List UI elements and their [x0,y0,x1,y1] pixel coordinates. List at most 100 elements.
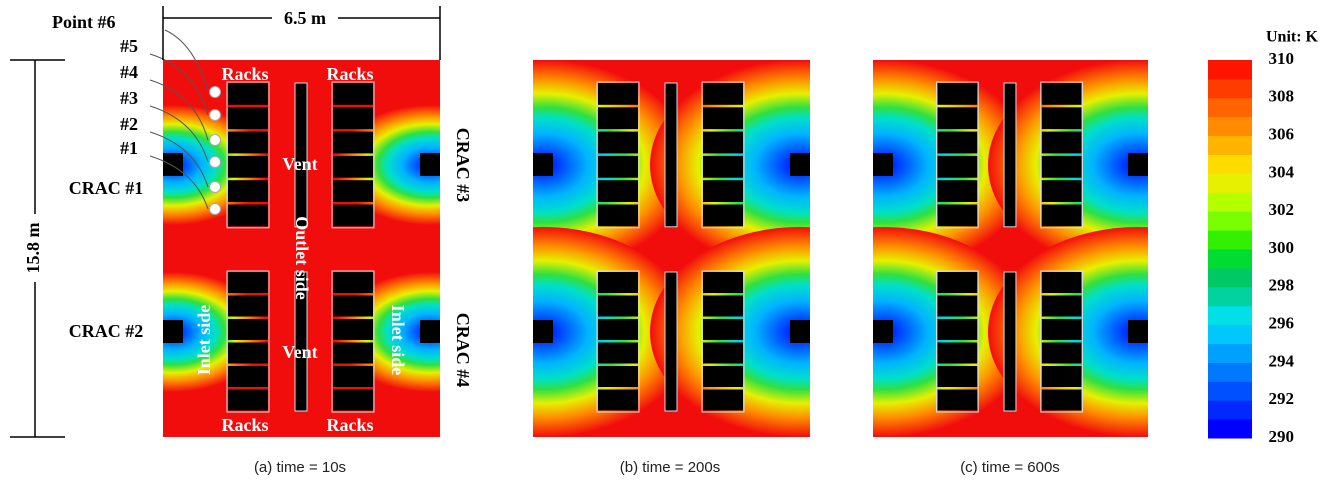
rack [228,272,268,293]
rack [598,319,638,340]
rack [228,180,268,202]
rack-outline [701,270,745,413]
vent [294,271,308,412]
rack [937,366,978,387]
rack-outline [331,81,375,229]
crac [873,153,893,176]
crac [533,153,553,176]
crac [1128,320,1148,343]
annotation: Racks [221,415,268,435]
rack [1041,272,1082,293]
rack [333,131,373,154]
rack [333,180,373,202]
annotation: Inlet side [194,305,214,376]
rack [228,389,268,411]
rack [228,342,268,364]
colorbar-tick-label: 296 [1269,314,1295,333]
annotation: Vent [282,154,317,174]
rack [703,295,743,317]
colorbar-tick-label: 306 [1269,125,1295,144]
rack [703,83,743,105]
rack [598,155,638,178]
rack [1041,319,1082,340]
crac [790,320,810,343]
rack-outline [596,270,640,413]
rack [703,319,743,340]
rack [1041,342,1082,364]
rack [598,107,638,130]
annotation: Racks [221,64,268,84]
colorbar-band [1208,400,1252,420]
crac [790,153,810,176]
rack [228,83,268,105]
rack [333,204,373,227]
rack [228,204,268,227]
annotation: 15.8 m [23,223,43,274]
rack-outline [331,270,375,413]
leader-line [149,155,209,210]
rack [937,180,978,202]
rack-outline [596,81,640,229]
rack [1041,131,1082,154]
leader-line [164,29,209,93]
colorbar-tick-label: 298 [1269,276,1295,295]
colorbar-band [1208,116,1252,137]
caption: (b) time = 200s [620,459,720,476]
caption: (c) time = 600s [960,459,1060,476]
leader-line [149,53,209,116]
colorbar-tick-label: 300 [1269,238,1295,257]
rack [703,272,743,293]
rack [333,342,373,364]
annotation: #1 [120,138,138,158]
rack [937,295,978,317]
leader-line [149,105,209,163]
annotation: Outlet side [292,216,312,300]
label-bg [24,214,46,282]
annotation: CRAC #1 [69,178,144,198]
colorbar-band [1208,78,1252,99]
colorbar-band [1208,324,1252,344]
vent [664,271,678,412]
rack [333,83,373,105]
measure-point [209,203,221,215]
rack [598,389,638,411]
rack [937,131,978,154]
rack [228,131,268,154]
label-bg [272,8,338,30]
crac [163,153,183,176]
rack [937,107,978,130]
leader-line [149,131,209,188]
annotation: CRAC #3 [453,128,473,203]
colorbar-band [1208,305,1252,326]
annotation: CRAC #2 [69,321,144,341]
crac [420,153,440,176]
colorbar-tick-label: 302 [1269,200,1295,219]
rack-outline [1040,270,1083,413]
colorbar-band [1208,249,1252,269]
measure-point [209,134,221,146]
rack [333,295,373,317]
rack [703,107,743,130]
caption: (a) time = 10s [254,459,346,476]
rack [228,155,268,178]
rack-outline [226,270,270,413]
crac [533,320,553,343]
rack [333,107,373,130]
rack [703,366,743,387]
contour-panel [873,60,1148,437]
colorbar-tick-label: 304 [1269,162,1295,181]
rack [937,155,978,178]
colorbar-band [1208,60,1252,80]
rack [598,272,638,293]
rack [1041,366,1082,387]
rack [937,342,978,364]
rack [1041,83,1082,105]
rack [333,272,373,293]
colorbar-tick-label: 294 [1269,351,1295,370]
colorbar-band [1208,154,1252,174]
rack [228,366,268,387]
vent [1003,82,1017,228]
vent [1003,271,1017,412]
colorbar-unit: Unit: K [1266,29,1319,46]
annotation: Point #6 [52,12,116,32]
